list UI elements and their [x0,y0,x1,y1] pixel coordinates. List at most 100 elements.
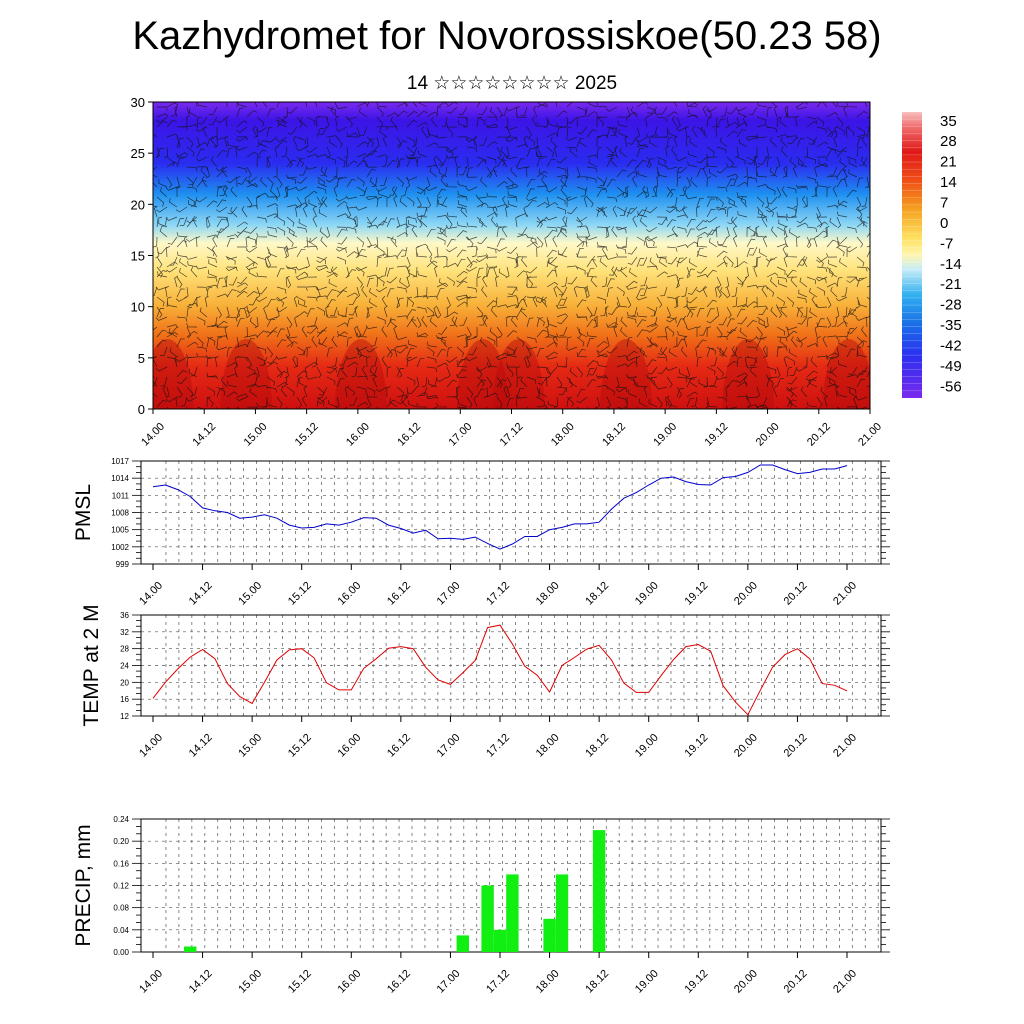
wind-barb-314 [409,146,418,156]
precip-bars [184,830,606,953]
wind-barb-2110 [366,393,377,398]
wind-barb-1971 [421,376,428,388]
wind-barb-2047 [466,386,474,398]
wind-barb-497 [797,160,808,168]
wind-barb-1492 [675,295,680,308]
wind-barb-317 [446,146,454,158]
wind-barb-1415 [626,296,632,309]
wind-barb-727 [215,206,228,213]
wind-barb-702 [685,195,698,200]
wind-barb-1716 [746,336,758,343]
wind-barb-1941 [837,360,848,368]
wind-barb-720 [153,205,158,208]
cross-ytick-label-6: 30 [131,95,145,110]
wind-barb-1007 [866,232,870,238]
wind-barb-1307 [257,286,268,295]
wind-barb-661 [285,185,289,198]
wind-barb-516 [276,176,283,188]
wind-barb-2085 [846,386,857,394]
wind-barb-577 [158,179,168,188]
wind-barb-1858 [731,345,738,358]
wind-barb-40 [555,102,558,108]
wind-barb-671 [377,190,388,198]
wind-barb-78 [208,116,218,126]
wind-barb-1221 [839,258,848,268]
wind-barb-446 [296,158,305,168]
wind-barb-1912 [547,366,558,375]
wind-barb-1560 [626,311,638,318]
wind-barb-114 [566,116,578,124]
wind-barb-1210 [736,261,748,268]
wind-barb-867 [186,219,197,228]
wind-barb-1791 [779,337,788,348]
wind-barb-1514 [176,316,188,322]
wind-barb-1505 [802,306,808,318]
wind-barb-121 [646,112,659,118]
wind-barb-1906 [486,362,498,368]
wind-barb-1865 [803,357,808,368]
wind-barb-1476 [516,299,526,308]
wind-barb-460 [433,155,438,168]
pmsl-xtick-label-8: 18.00 [534,580,562,608]
wind-barb-937 [159,227,168,238]
wind-barb-451 [346,160,358,168]
colorbar-label-4: 7 [940,194,948,211]
wind-barb-1617 [482,315,488,328]
wind-barb-25 [404,102,408,108]
wind-barb-718 [856,196,862,209]
wind-barb-1274 [656,271,668,278]
wind-barb-1468 [436,306,442,319]
wind-barb-246 [456,136,468,141]
wind-barb-653 [196,196,208,203]
wind-barb-1084 [185,255,198,260]
wind-barb-860 [836,216,842,229]
wind-barb-1603 [346,317,354,328]
wind-barb-342 [689,137,698,148]
pmsl-ytick-label-6: 1017 [111,457,129,466]
wind-barb-1506 [811,295,818,308]
wind-barb-1200 [636,258,645,268]
wind-barb-1973 [435,376,448,383]
wind-barb-1239 [295,276,308,281]
wind-barb-2183 [386,399,397,408]
wind-barb-1104 [396,249,407,258]
wind-barb-1547 [506,315,519,321]
wind-barb-1168 [316,265,329,269]
wind-barb-1483 [586,306,593,318]
wind-barb-9 [237,102,248,108]
wind-barb-995 [746,226,751,238]
wind-barb-477 [606,158,615,168]
wind-barb-1431 [786,296,795,307]
wind-barb-1181 [446,262,459,268]
wind-barb-581 [201,176,208,188]
wind-barb-318 [446,146,458,153]
wind-barb-229 [275,136,288,142]
wind-barb-961 [405,225,410,238]
wind-barb-1727 [861,326,868,338]
wind-barb-217 [166,133,179,138]
wind-barb-2117 [446,396,458,401]
wind-barb-1861 [762,345,768,358]
wind-barb-1630 [606,323,618,328]
wind-barb-2118 [456,386,461,398]
wind-barb-1305 [236,286,248,294]
wind-barb-688 [556,196,566,205]
wind-barb-2088 [153,392,158,398]
wind-barb-479 [626,159,637,168]
wind-barb-787 [826,204,839,209]
wind-barb-988 [671,225,678,238]
wind-barb-750 [456,206,467,213]
wind-barb-962 [411,225,418,238]
wind-barb-1208 [716,261,728,268]
wind-barb-745 [399,197,408,208]
wind-barb-852 [756,216,768,222]
wind-barb-1428 [753,296,758,308]
wind-barb-197 [675,126,688,132]
wind-barb-846 [695,205,700,218]
wind-barb-1006 [856,236,864,248]
wind-barb-385 [406,156,417,163]
wind-barb-2115 [426,395,439,399]
wind-barb-1710 [696,326,701,337]
wind-barb-663 [306,190,318,198]
